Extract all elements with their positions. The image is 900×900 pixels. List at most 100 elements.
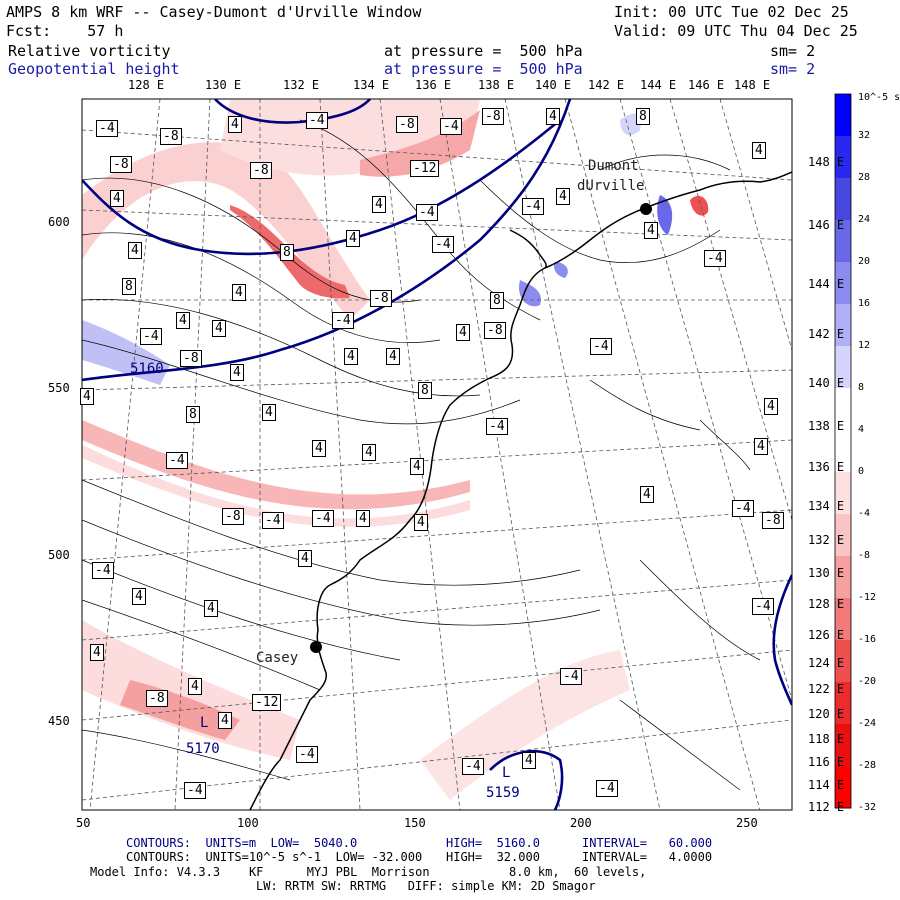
coastline bbox=[249, 171, 792, 810]
colorbar-swatch bbox=[835, 724, 851, 767]
contour-label-box: 4 bbox=[204, 600, 218, 617]
contour-label-box: 4 bbox=[298, 550, 312, 567]
valid-time: Valid: 09 UTC Thu 04 Dec 25 bbox=[614, 22, 858, 40]
vorticity-positive-band bbox=[554, 262, 568, 278]
contour-label-box: 4 bbox=[356, 510, 370, 527]
contour-label-box: -8 bbox=[110, 156, 132, 173]
colorbar-label: -20 bbox=[858, 676, 877, 687]
lat-label: 128 E bbox=[808, 597, 845, 611]
map-title: AMPS 8 km WRF -- Casey-Dumont d'Urville … bbox=[6, 3, 422, 21]
lat-label: 140 E bbox=[808, 376, 845, 390]
lat-label: 118 E bbox=[808, 732, 845, 746]
contour-label-box: -4 bbox=[752, 598, 774, 615]
lon-label: 140 E bbox=[535, 78, 572, 92]
colorbar-swatch bbox=[835, 766, 851, 809]
plot-frame bbox=[81, 98, 793, 811]
footer-height-high: HIGH= 5160.0 bbox=[446, 836, 540, 850]
contour-label-box: -4 bbox=[332, 312, 354, 329]
colorbar-swatch bbox=[835, 178, 851, 221]
contour-label-box: 8 bbox=[636, 108, 650, 125]
contour-label-box: 8 bbox=[186, 406, 200, 423]
contour-label-box: 4 bbox=[132, 588, 146, 605]
colorbar-unit: 10^-5 s^-1 bbox=[858, 92, 900, 103]
low-marker: L bbox=[502, 765, 511, 781]
contour-label-box: -4 bbox=[522, 198, 544, 215]
vorticity-negative-band bbox=[82, 142, 370, 320]
contour-label-box: -4 bbox=[312, 510, 334, 527]
lat-label: 126 E bbox=[808, 628, 845, 642]
lon-label: 142 E bbox=[588, 78, 625, 92]
contour-label-box: 4 bbox=[90, 644, 104, 661]
footer-model-info: Model Info: V4.3.3 KF MYJ PBL Morrison 8… bbox=[90, 865, 647, 879]
lat-label: 146 E bbox=[808, 218, 845, 232]
contour-label-box: 4 bbox=[128, 242, 142, 259]
contour-label-box: -8 bbox=[482, 108, 504, 125]
lon-label: 136 E bbox=[415, 78, 452, 92]
colorbar-label: -16 bbox=[858, 634, 877, 645]
field2-pressure: at pressure = 500 hPa bbox=[384, 60, 583, 78]
colorbar-swatch bbox=[835, 346, 851, 389]
contour-label-box: -4 bbox=[140, 328, 162, 345]
height-label: 5159 bbox=[486, 785, 520, 801]
x-tick: 200 bbox=[570, 816, 592, 830]
contour-label-box: 4 bbox=[456, 324, 470, 341]
y-tick: 450 bbox=[48, 714, 70, 728]
contour-label-box: 8 bbox=[280, 244, 294, 261]
footer-height-contours: CONTOURS: UNITS=m LOW= 5040.0 bbox=[126, 836, 358, 850]
lat-label: 116 E bbox=[808, 755, 845, 769]
colorbar-label: 0 bbox=[858, 466, 865, 477]
contour-label-box: -4 bbox=[440, 118, 462, 135]
field1-pressure: at pressure = 500 hPa bbox=[384, 42, 583, 60]
contour-label-box: 4 bbox=[764, 398, 778, 415]
lat-label: 142 E bbox=[808, 327, 845, 341]
contour-label-box: -4 bbox=[560, 668, 582, 685]
casey-station-marker bbox=[310, 641, 322, 653]
contour-label-box: 4 bbox=[754, 438, 768, 455]
footer-physics: LW: RRTM SW: RRTMG DIFF: simple KM: 2D S… bbox=[256, 879, 596, 893]
vorticity-negative-band bbox=[82, 445, 470, 527]
field1-name: Relative vorticity bbox=[8, 42, 171, 60]
y-tick: 550 bbox=[48, 381, 70, 395]
colorbar bbox=[835, 94, 851, 809]
lon-label: 138 E bbox=[478, 78, 515, 92]
contour-label-box: -4 bbox=[416, 204, 438, 221]
contour-label-box: -8 bbox=[250, 162, 272, 179]
contour-label-box: -4 bbox=[184, 782, 206, 799]
colorbar-label: 20 bbox=[858, 256, 871, 267]
contour-label-box: 4 bbox=[546, 108, 560, 125]
contour-label-box: -4 bbox=[296, 746, 318, 763]
contour-label-box: 4 bbox=[346, 230, 360, 247]
colorbar-label: 16 bbox=[858, 298, 871, 309]
contour-label-box: -4 bbox=[596, 780, 618, 797]
colorbar-swatch bbox=[835, 94, 851, 137]
vorticity-negative-band bbox=[420, 650, 630, 800]
lat-lon-grid bbox=[82, 99, 792, 810]
colorbar-label: 28 bbox=[858, 172, 871, 183]
y-tick: 500 bbox=[48, 548, 70, 562]
casey-label: Casey bbox=[256, 650, 299, 666]
lon-label: 128 E bbox=[128, 78, 165, 92]
lon-label: 130 E bbox=[205, 78, 242, 92]
contour-label-box: 4 bbox=[176, 312, 190, 329]
field2-smooth: sm= 2 bbox=[770, 60, 816, 78]
contour-label-box: 4 bbox=[262, 404, 276, 421]
colorbar-label: 24 bbox=[858, 214, 871, 225]
colorbar-label: 4 bbox=[858, 424, 865, 435]
colorbar-label: 12 bbox=[858, 340, 871, 351]
colorbar-swatch bbox=[835, 304, 851, 347]
colorbar-label: -4 bbox=[858, 508, 871, 519]
lat-label: 130 E bbox=[808, 566, 845, 580]
colorbar-swatch bbox=[835, 682, 851, 725]
colorbar-swatch bbox=[835, 598, 851, 641]
contour-label-box: -4 bbox=[96, 120, 118, 137]
colorbar-swatch bbox=[835, 220, 851, 263]
lat-label: 134 E bbox=[808, 499, 845, 513]
vorticity-negative-band bbox=[82, 420, 470, 510]
colorbar-label: 8 bbox=[858, 382, 865, 393]
x-tick: 100 bbox=[237, 816, 259, 830]
contour-label-box: 4 bbox=[644, 222, 658, 239]
contour-label-box: -8 bbox=[396, 116, 418, 133]
footer-vort-high: HIGH= 32.000 bbox=[446, 850, 540, 864]
contour-label-box: -8 bbox=[484, 322, 506, 339]
contour-label-box: -4 bbox=[306, 112, 328, 129]
